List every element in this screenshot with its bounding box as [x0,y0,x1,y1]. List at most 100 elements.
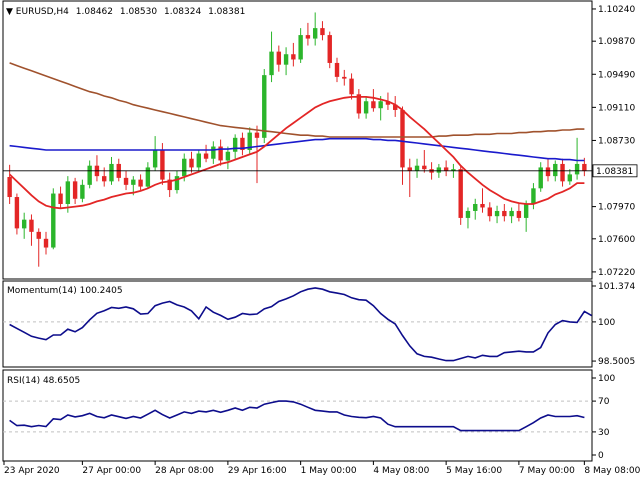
candle-body [443,167,449,171]
time-axis: 23 Apr 2020 27 Apr 00:00 28 Apr 08:00 29 Ap… [3,461,640,476]
candle-body [65,181,71,204]
candle-body [363,101,369,114]
candle-body [291,54,296,60]
candle-body [182,158,187,177]
price-label: 1.07220 [598,268,635,278]
momentum-plot-area [3,287,593,362]
candle-body [43,238,49,248]
price-axis: 1.10240 1.09870 1.09490 1.09110 1.08730 1.079… [592,5,638,278]
main-plot-area [3,12,592,267]
ohlc-low: 1.08324 [164,7,201,17]
candle-body [138,179,143,187]
momentum-panel-frame [2,280,593,368]
candle-body [560,163,565,182]
candle-body [254,132,260,138]
candle-body [451,169,456,171]
candle-body [145,167,151,187]
candle-body [232,137,238,152]
candle-body [262,75,267,138]
symbol-name: EURUSD,H4 [16,7,69,17]
candle-body [298,35,303,60]
candle-body [436,167,442,173]
candle-body [58,193,63,204]
rsi-panel-frame [2,369,593,462]
candle-body [465,210,471,218]
candle-body [487,207,492,217]
price-label: 1.07600 [598,235,635,245]
candle-body [334,62,340,77]
rsi-level-label: 0 [598,451,604,461]
price-label: 1.10240 [598,5,635,15]
price-label: 1.09870 [598,37,635,47]
candle-body [189,158,194,168]
candle-body [378,101,383,109]
candle-body [407,167,412,171]
price-label: 1.09490 [598,70,635,80]
rsi-line [9,400,585,432]
candle-body [342,76,347,79]
ma-mid-line [9,137,585,162]
candle-body [174,176,180,191]
current-price-tag [592,164,638,178]
candle-body [7,177,12,198]
candle-body [320,28,325,36]
candle-body [312,28,318,39]
candle-body [531,188,536,204]
candle-body [87,165,92,185]
candle-body [327,35,332,63]
candle-body [196,153,201,168]
symbol-header: ▼ EURUSD,H4 1.08462 1.08530 1.08324 1.08… [6,7,245,17]
candle-body [225,151,231,161]
time-label: 29 Apr 16:00 [228,466,287,476]
candle-body [582,163,587,171]
candle-body [349,78,354,95]
candle-body [36,231,41,239]
time-label: 28 Apr 08:00 [155,466,214,476]
candle-body [371,101,376,109]
candle-body [102,176,107,182]
price-label: 1.08730 [598,136,635,146]
rsi-axis: 100 70 30 0 [592,374,615,461]
main-panel-frame [2,0,593,280]
rsi-title: RSI(14) 48.6505 [7,376,80,386]
rsi-level-label: 70 [598,397,610,407]
time-label: 7 May 00:00 [519,466,575,476]
candle-body [283,54,289,65]
rsi-level-label: 100 [598,374,615,384]
momentum-level-label: 100 [598,318,615,328]
candle-body [276,51,282,65]
candle-body [502,210,507,217]
candle-body [109,163,114,182]
ohlc-close: 1.08381 [208,7,245,17]
momentum-level-label: 101.374 [598,282,635,292]
candle-body [14,197,20,229]
price-label: 1.07970 [598,203,635,213]
candle-body [567,174,573,182]
candle-body [29,219,34,232]
candle-body [538,167,543,189]
candle-body [21,219,27,229]
dropdown-triangle-icon[interactable]: ▼ [6,7,16,17]
time-label: 4 May 08:00 [373,466,429,476]
candle-body [131,179,136,185]
candle-body [269,51,274,76]
rsi-plot-area [3,400,592,433]
candle-body [385,101,391,105]
candle-body [414,165,420,171]
ohlc-high: 1.08530 [120,7,157,17]
candle-body [203,153,209,159]
candle-body [305,35,311,39]
candle-body [356,94,362,114]
candle-body [400,109,405,168]
rsi-level-label: 30 [598,428,610,438]
price-label: 1.09110 [598,103,635,113]
momentum-title: Momentum(14) 100.2405 [7,286,123,296]
candle-body [574,163,580,175]
current-price-label: 1.08381 [596,167,633,177]
candle-body [167,179,172,191]
candle-body [553,163,558,177]
ohlc-open: 1.08462 [76,7,113,17]
candle-body [72,181,78,199]
candle-body [473,203,478,211]
